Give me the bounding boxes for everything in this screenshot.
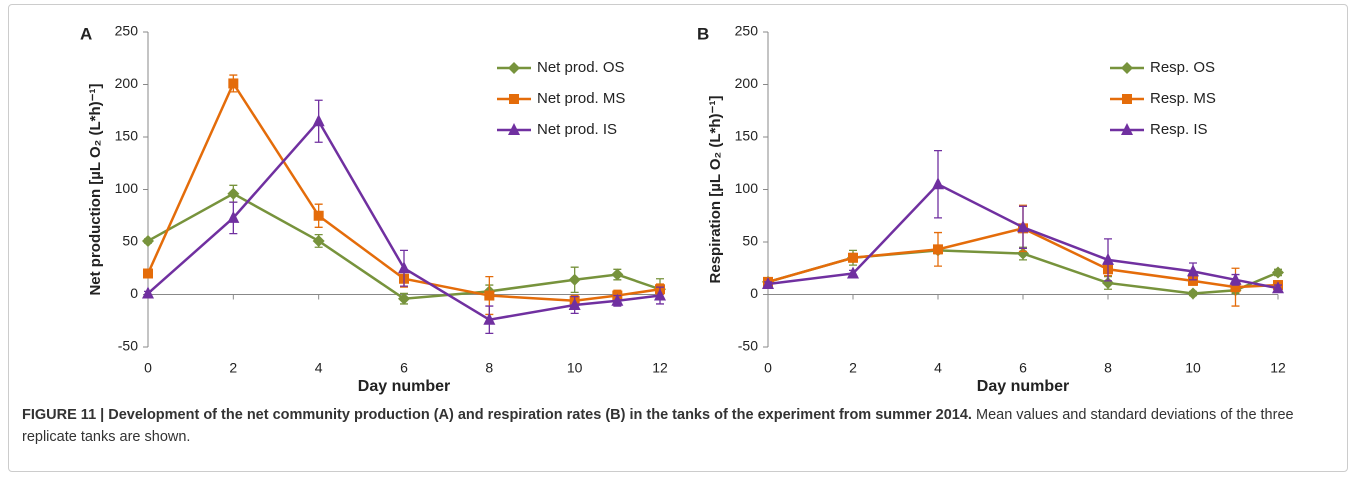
marker [1188,275,1198,286]
marker [398,261,410,274]
x-tick-label: 10 [1185,360,1201,376]
marker [568,273,581,286]
y-tick-label: -50 [118,338,138,354]
legend-marker [508,62,520,74]
legend-marker [508,123,520,135]
marker [1230,282,1241,293]
marker [143,268,153,279]
marker [1272,266,1284,279]
x-tick-label: 2 [849,360,857,376]
x-axis-label: Day number [977,378,1069,395]
marker [398,292,410,305]
marker [142,234,154,247]
series-line [146,80,661,303]
y-tick-label: 100 [735,180,759,196]
marker [611,293,624,306]
legend-label: Resp. OS [1150,59,1215,76]
y-tick-label: 50 [122,233,138,249]
figure-frame [8,4,1348,472]
marker [654,288,666,301]
caption-text: Mean values and standard deviations of t… [22,407,1294,445]
marker [313,210,324,221]
x-tick-label: 2 [229,360,237,376]
x-tick-label: 8 [1104,360,1112,376]
y-axis-label: Respiration [µL O₂ (L*h)⁻¹] [707,96,724,284]
legend-marker [1121,62,1133,74]
panel-label: A [80,24,92,43]
marker [1017,247,1029,260]
legend-label: Resp. IS [1150,121,1208,138]
marker [483,312,496,325]
y-tick-label: 0 [750,285,758,301]
marker [142,286,154,299]
x-tick-label: 4 [934,360,942,376]
y-tick-label: 250 [115,23,139,39]
panel-label: B [697,24,709,43]
caption-bold: FIGURE 11 | Development of the net commu… [22,407,972,423]
y-tick-label: 100 [115,180,139,196]
x-tick-label: 10 [567,360,583,376]
legend-marker [1121,123,1133,135]
x-tick-label: 6 [1019,360,1027,376]
marker [933,244,943,255]
legend-marker [1122,94,1132,104]
y-tick-label: 150 [115,128,139,144]
marker [932,177,944,190]
marker [611,268,624,281]
marker [1272,281,1284,294]
x-tick-label: 6 [400,360,408,376]
x-tick-label: 4 [315,360,323,376]
x-tick-label: 0 [764,360,772,376]
marker [1017,220,1029,233]
marker [848,252,858,263]
x-tick-label: 0 [144,360,152,376]
y-tick-label: 0 [130,285,138,301]
legend-label: Net prod. IS [537,121,617,138]
legend-label: Net prod. MS [537,90,625,107]
series-line [147,119,661,322]
x-tick-label: 12 [1270,360,1286,376]
y-axis-label: Net production [µL O₂ (L*h)⁻¹] [87,83,104,295]
legend-marker [509,94,519,104]
y-tick-label: 150 [735,128,759,144]
y-tick-label: 200 [115,75,139,91]
marker [1102,252,1114,265]
marker [228,78,239,89]
x-axis-label: Day number [358,378,450,395]
marker [1187,264,1199,277]
y-tick-label: 200 [735,75,759,91]
marker [227,187,240,200]
x-tick-label: 12 [652,360,668,376]
y-tick-label: 50 [742,233,758,249]
legend-label: Net prod. OS [537,59,625,76]
marker [1102,276,1114,289]
marker [568,298,581,310]
marker [227,210,240,223]
y-tick-label: 250 [735,23,759,39]
marker [1187,287,1199,300]
marker [847,266,859,279]
legend-label: Resp. MS [1150,90,1216,107]
marker [762,277,774,289]
marker [1229,272,1242,285]
marker [484,290,495,301]
marker [312,114,325,127]
marker [312,234,325,247]
x-tick-label: 8 [485,360,493,376]
series-line [767,182,1279,290]
y-tick-label: -50 [738,338,758,354]
series-line [767,227,1279,289]
caption: FIGURE 11 | Development of the net commu… [22,404,1342,448]
